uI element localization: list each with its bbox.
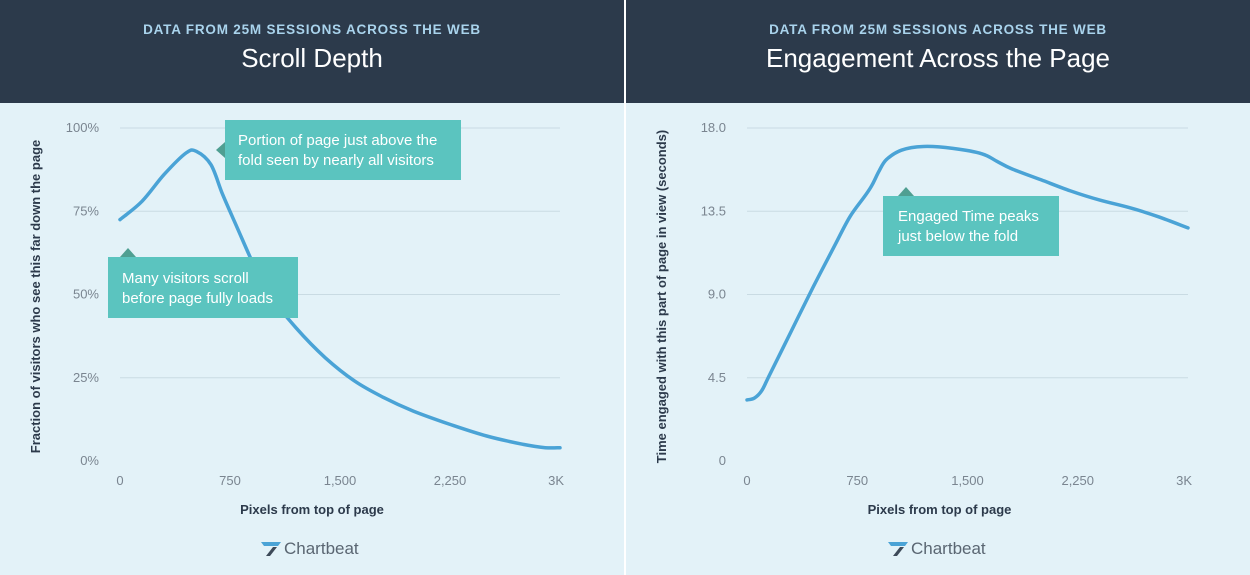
- y-axis-label: Time engaged with this part of page in v…: [654, 130, 669, 463]
- x-tick-label: 750: [846, 473, 868, 488]
- logo-mark-stroke: [893, 547, 904, 556]
- logo-mark-top: [261, 542, 281, 546]
- callout-text-line: before page fully loads: [122, 290, 273, 307]
- annotation-callout: Many visitors scroll before page fully lo…: [108, 248, 298, 318]
- y-tick-label: 18.0: [701, 120, 726, 135]
- callout-pointer: [120, 248, 136, 257]
- chartbeat-logo-icon: [888, 542, 908, 556]
- logo-mark-top: [888, 542, 908, 546]
- callout-text-line: Many visitors scroll: [122, 270, 249, 287]
- brand-name: Chartbeat: [911, 539, 986, 558]
- y-tick-label: 100%: [66, 120, 100, 135]
- chart-kicker: Data from 25M sessions across the web: [143, 22, 481, 37]
- chart-panel-scroll-depth: Data from 25M sessions across the web Sc…: [0, 0, 624, 575]
- y-tick-label: 0%: [80, 453, 99, 468]
- y-tick-label: 9.0: [708, 287, 726, 302]
- callout-text-line: Portion of page just above the: [238, 132, 437, 149]
- y-tick-label: 50%: [73, 287, 99, 302]
- chartbeat-logo: Chartbeat: [888, 539, 986, 558]
- chartbeat-logo-icon: [261, 542, 281, 556]
- callout-pointer: [216, 142, 225, 158]
- y-tick-label: 75%: [73, 203, 99, 218]
- engagement-chart: 0 4.5 9.0 13.5 18.0 0 750 1,500 2,250 3K Pixels fr…: [654, 120, 1192, 558]
- callout-pointer: [898, 187, 914, 196]
- callout-box: [225, 120, 461, 180]
- y-tick-label: 25%: [73, 370, 99, 385]
- callout-box: [883, 196, 1059, 256]
- callout-text-line: fold seen by nearly all visitors: [238, 152, 434, 169]
- x-tick-label: 2,250: [1061, 473, 1094, 488]
- scroll-depth-chart: 0% 25% 50% 75% 100% 0 750 1,500 2,250 3K Pixels fr…: [28, 120, 564, 558]
- x-axis-label: Pixels from top of page: [240, 502, 384, 517]
- x-tick-label: 1,500: [951, 473, 984, 488]
- x-tick-label: 0: [116, 473, 123, 488]
- annotation-callout: Portion of page just above the fold seen …: [216, 120, 461, 180]
- brand-name: Chartbeat: [284, 539, 359, 558]
- x-tick-label: 3K: [548, 473, 564, 488]
- chart-header: Data from 25M sessions across the web En…: [626, 0, 1250, 103]
- series-line: [745, 144, 1190, 402]
- chart-title: Scroll Depth: [241, 43, 383, 73]
- x-tick-label: 2,250: [434, 473, 467, 488]
- callout-text-line: Engaged Time peaks: [898, 208, 1039, 225]
- chart-kicker: Data from 25M sessions across the web: [769, 22, 1107, 37]
- callout-box: [108, 257, 298, 318]
- y-tick-label: 13.5: [701, 203, 726, 218]
- y-tick-label: 4.5: [708, 370, 726, 385]
- chartbeat-logo: Chartbeat: [261, 539, 359, 558]
- x-tick-label: 1,500: [324, 473, 357, 488]
- logo-mark-stroke: [266, 547, 277, 556]
- x-axis-label: Pixels from top of page: [868, 502, 1012, 517]
- x-tick-label: 750: [219, 473, 241, 488]
- chart-panel-engagement: Data from 25M sessions across the web En…: [626, 0, 1250, 575]
- x-tick-label: 3K: [1176, 473, 1192, 488]
- callout-text-line: just below the fold: [897, 228, 1018, 245]
- x-tick-label: 0: [743, 473, 750, 488]
- chart-title: Engagement Across the Page: [765, 43, 1110, 73]
- annotation-callout: Engaged Time peaks just below the fold: [883, 187, 1059, 256]
- y-tick-label: 0: [719, 453, 726, 468]
- y-axis-label: Fraction of visitors who see this far do…: [28, 140, 43, 454]
- chart-header: Data from 25M sessions across the web Sc…: [0, 0, 624, 103]
